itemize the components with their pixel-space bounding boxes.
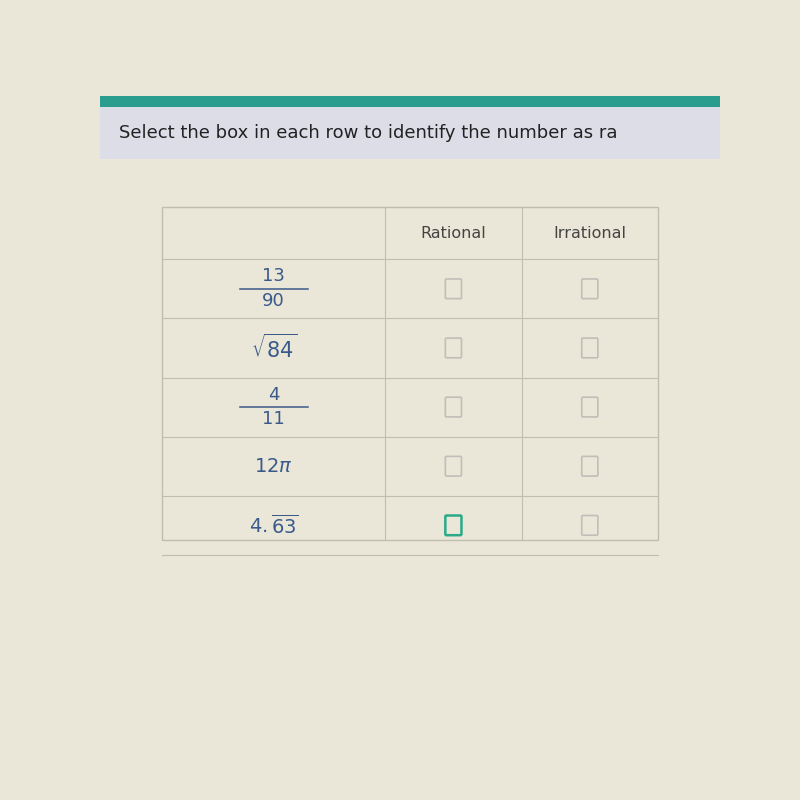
Text: $4.\overline{63}$: $4.\overline{63}$: [249, 514, 298, 537]
Bar: [100, 107, 720, 159]
Text: 13: 13: [262, 267, 285, 286]
Text: $\sqrt{84}$: $\sqrt{84}$: [250, 334, 297, 362]
Text: 4: 4: [268, 386, 279, 404]
Text: $12\pi$: $12\pi$: [254, 457, 293, 476]
Text: 90: 90: [262, 292, 285, 310]
Text: Rational: Rational: [421, 226, 486, 241]
Text: 11: 11: [262, 410, 285, 429]
Bar: [100, 96, 720, 107]
Text: Select the box in each row to identify the number as ra: Select the box in each row to identify t…: [118, 124, 617, 142]
Text: Irrational: Irrational: [554, 226, 626, 241]
Bar: [162, 207, 658, 539]
